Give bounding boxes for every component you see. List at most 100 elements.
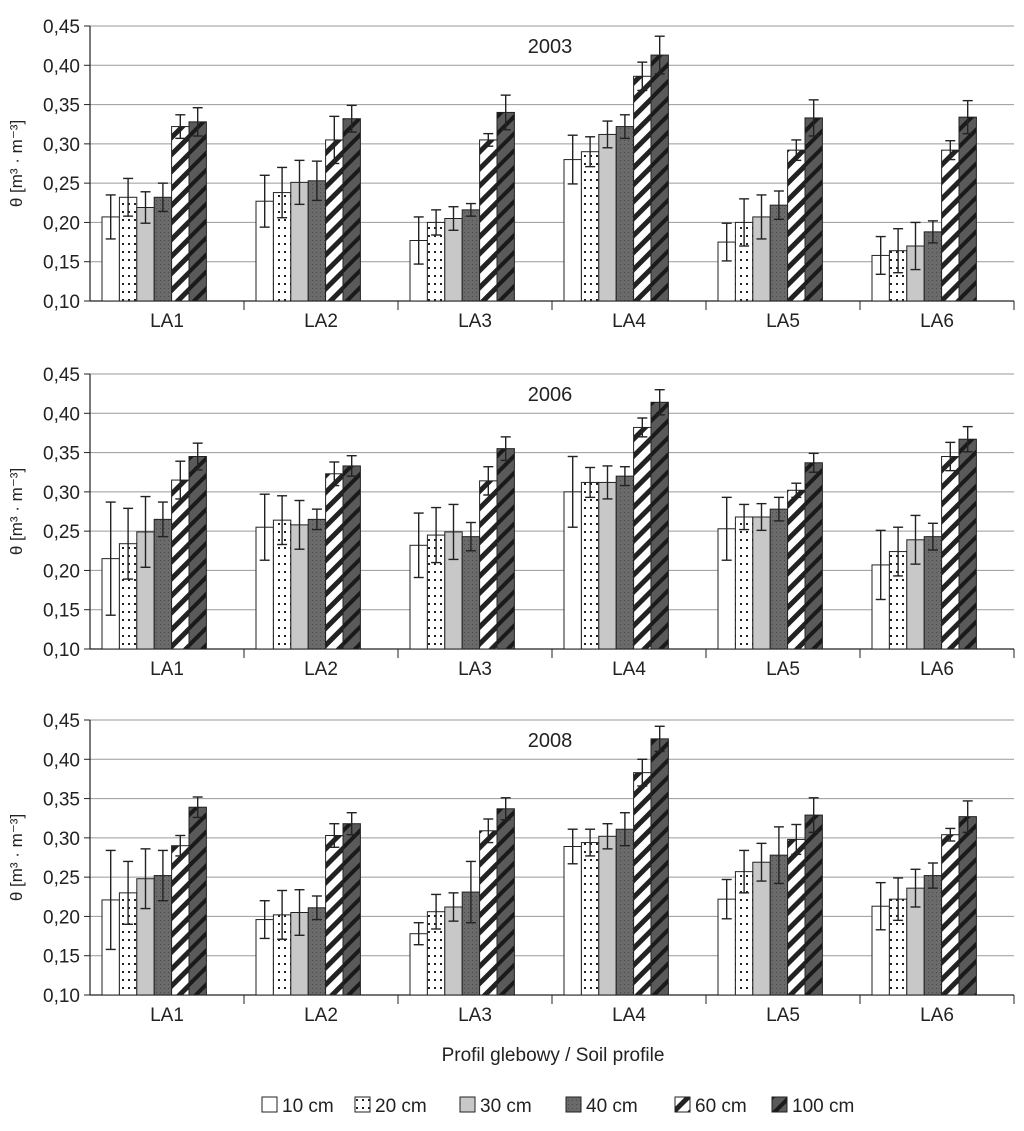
panel-2006: 0,10 0,15 0,20 0,25 0,30 0,35 0,40 0,45 LA1 LA2 LA…	[7, 365, 1015, 680]
y-tick-label: 0,15	[43, 253, 80, 274]
bar-LA1-60cm	[171, 126, 190, 302]
bar-LA6-40cm	[923, 875, 943, 996]
legend-swatch	[459, 1096, 476, 1113]
bar-LA5-30cm	[752, 516, 771, 650]
y-tick-label: 0,10	[43, 986, 80, 1007]
bar-LA4-60cm	[633, 772, 652, 996]
bar-LA4-20cm	[580, 842, 600, 996]
y-tick-label: 0,45	[43, 711, 80, 732]
bar-LA6-40cm	[923, 536, 943, 650]
bar-LA1-100cm	[188, 121, 207, 302]
bar-LA5-100cm	[804, 117, 823, 302]
bar-LA4-40cm	[615, 828, 635, 996]
bar-LA5-60cm	[787, 489, 806, 650]
bar-LA3-40cm	[461, 536, 481, 650]
legend-label: 100 cm	[792, 1096, 854, 1117]
y-tick-label: 0,35	[43, 444, 80, 465]
category-label-LA3: LA3	[458, 311, 492, 332]
category-label-LA3: LA3	[458, 1005, 492, 1026]
bar-LA1-60cm	[171, 845, 190, 996]
y-tick-label: 0,40	[43, 750, 80, 771]
category-label-LA1: LA1	[150, 1005, 184, 1026]
bar-LA5-30cm	[752, 861, 771, 996]
category-label-LA5: LA5	[766, 659, 800, 680]
category-label-LA2: LA2	[304, 311, 338, 332]
bar-LA4-30cm	[598, 481, 617, 650]
legend-swatch	[565, 1096, 582, 1113]
y-tick-label: 0,35	[43, 96, 80, 117]
panel-year-label: 2003	[528, 36, 573, 58]
y-tick-label: 0,20	[43, 213, 80, 234]
legend-label: 40 cm	[586, 1096, 638, 1117]
category-label-LA4: LA4	[612, 659, 646, 680]
legend-item-100cm: 100 cm	[771, 1096, 854, 1117]
category-label-LA6: LA6	[920, 311, 954, 332]
y-axis-label: θ [m³ · m⁻³]	[7, 120, 26, 207]
bar-LA5-100cm	[804, 814, 823, 996]
bar-LA3-60cm	[479, 139, 498, 302]
y-tick-label: 0,20	[43, 561, 80, 582]
bar-LA2-100cm	[342, 118, 361, 302]
bar-LA3-40cm	[461, 209, 481, 302]
y-tick-label: 0,45	[43, 365, 80, 386]
y-tick-label: 0,35	[43, 790, 80, 811]
panel-year-label: 2008	[528, 730, 573, 752]
bar-LA5-100cm	[804, 462, 823, 650]
y-tick-label: 0,25	[43, 174, 80, 195]
y-tick-label: 0,25	[43, 522, 80, 543]
y-tick-label: 0,10	[43, 292, 80, 313]
bar-LA4-100cm	[650, 401, 669, 650]
bar-LA2-40cm	[307, 518, 327, 650]
y-tick-label: 0,40	[43, 404, 80, 425]
legend-label: 60 cm	[695, 1096, 747, 1117]
category-label-LA3: LA3	[458, 659, 492, 680]
panel-year-label: 2006	[528, 384, 573, 406]
bar-LA4-40cm	[615, 126, 635, 302]
bar-LA4-20cm	[580, 481, 600, 650]
bar-LA4-30cm	[598, 835, 617, 996]
bar-LA1-60cm	[171, 479, 190, 650]
category-label-LA1: LA1	[150, 659, 184, 680]
bar-LA1-100cm	[188, 806, 207, 996]
panel-2008: 0,10 0,15 0,20 0,25 0,30 0,35 0,40 0,45 LA1 LA2 LA…	[7, 711, 1015, 1026]
bar-LA3-100cm	[496, 111, 515, 302]
legend-item-60cm: 60 cm	[674, 1096, 747, 1117]
bar-LA4-10cm	[563, 846, 582, 996]
panels: 0,10 0,15 0,20 0,25 0,30 0,35 0,40 0,45 LA1 LA2 LA…	[7, 17, 1015, 1026]
category-label-LA2: LA2	[304, 659, 338, 680]
bar-LA4-100cm	[650, 54, 669, 302]
y-tick-label: 0,20	[43, 907, 80, 928]
bar-LA5-20cm	[734, 516, 754, 650]
y-axis-label: θ [m³ · m⁻³]	[7, 814, 26, 901]
category-label-LA5: LA5	[766, 1005, 800, 1026]
bar-LA6-100cm	[958, 116, 977, 302]
category-label-LA4: LA4	[612, 311, 646, 332]
bar-LA2-60cm	[325, 473, 344, 650]
bar-LA5-60cm	[787, 149, 806, 302]
category-label-LA6: LA6	[920, 659, 954, 680]
category-label-LA2: LA2	[304, 1005, 338, 1026]
bar-LA4-60cm	[633, 426, 652, 650]
legend-item-30cm: 30 cm	[459, 1096, 532, 1117]
bar-LA2-60cm	[325, 835, 344, 996]
bar-LA1-40cm	[153, 196, 173, 302]
bar-LA3-100cm	[496, 808, 515, 996]
y-tick-label: 0,15	[43, 947, 80, 968]
bar-LA6-100cm	[958, 438, 977, 650]
y-tick-label: 0,30	[43, 829, 80, 850]
x-axis-label: Profil glebowy / Soil profile	[442, 1045, 665, 1066]
y-tick-label: 0,10	[43, 640, 80, 661]
y-tick-label: 0,30	[43, 483, 80, 504]
legend-item-40cm: 40 cm	[565, 1096, 638, 1117]
legend-label: 10 cm	[282, 1096, 334, 1117]
legend-label: 20 cm	[375, 1096, 427, 1117]
category-label-LA6: LA6	[920, 1005, 954, 1026]
bar-LA6-60cm	[941, 456, 960, 650]
y-tick-label: 0,45	[43, 17, 80, 38]
bar-LA2-100cm	[342, 465, 361, 650]
bar-LA6-60cm	[941, 834, 960, 996]
legend-item-10cm: 10 cm	[261, 1096, 334, 1117]
bar-LA2-40cm	[307, 907, 327, 996]
